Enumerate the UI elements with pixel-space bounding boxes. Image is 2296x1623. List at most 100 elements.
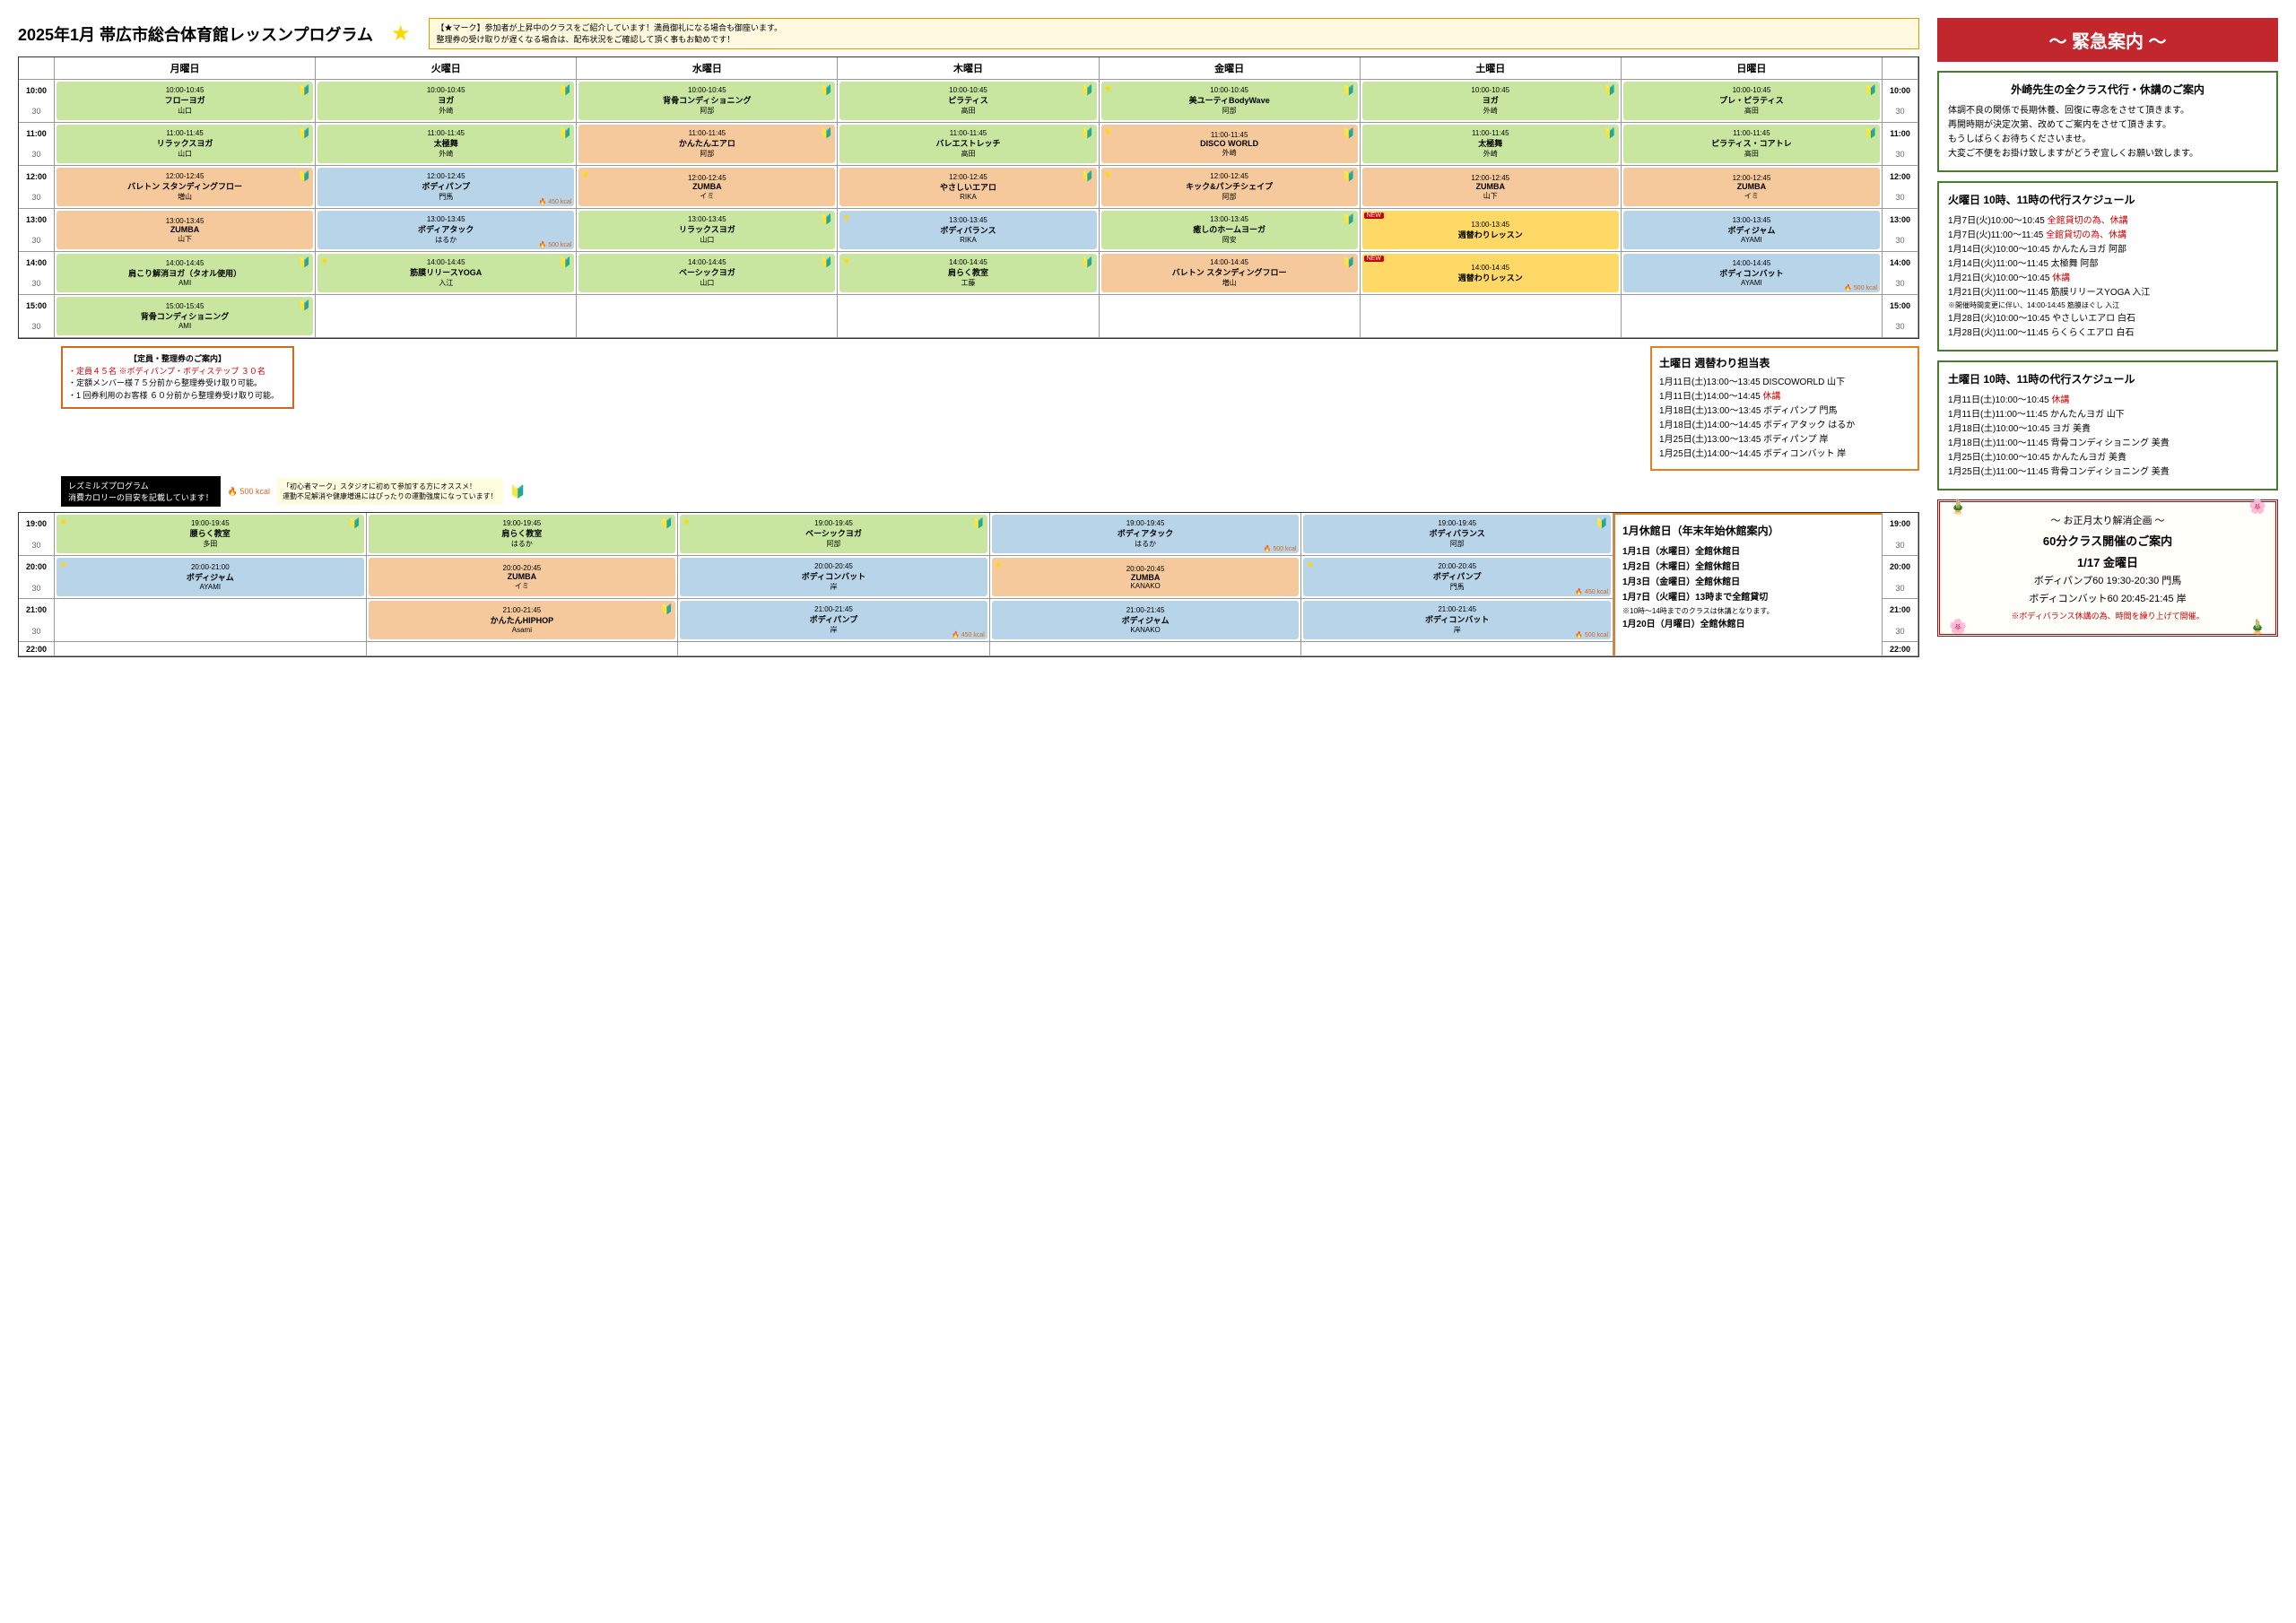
class-box: 12:00-12:45キック&パンチシェイプ阿部🔰★ [1101, 168, 1358, 206]
class-box: 13:00-13:45ボディバランスRIKA★ [839, 211, 1096, 249]
beginner-icon: 🔰 [821, 127, 833, 139]
star-icon: ★ [320, 256, 328, 266]
day-wed: 水曜日 [577, 57, 838, 80]
class-box: 10:00-10:45ヨガ外崎🔰 [1362, 82, 1619, 120]
class-box: 14:00-14:45肩らく教室工藤🔰★ [839, 254, 1096, 292]
beginner-icon: 🔰 [298, 299, 310, 311]
beginner-icon: 🔰 [1604, 84, 1616, 96]
class-box: 21:00-21:45ボディパンプ岸🔥 450 kcal [680, 601, 987, 639]
class-box: 21:00-21:45ボディジャムKANAKO [992, 601, 1300, 639]
star-icon: ★ [581, 170, 589, 180]
beginner-icon: 🔰 [560, 256, 572, 268]
class-box: 11:00-11:45バレエストレッチ高田🔰 [839, 125, 1096, 163]
class-box: 13:00-13:45癒しのホームヨーガ岡安🔰 [1101, 211, 1358, 249]
star-icon: ★ [391, 21, 411, 47]
class-box: 11:00-11:45太極舞外崎🔰 [317, 125, 574, 163]
emergency-banner: ～ 緊急案内 ～ [1937, 18, 2278, 62]
star-icon: ★ [59, 517, 67, 527]
kcal-text: 🔥 500 kcal [1575, 631, 1608, 638]
beginner-icon: 🔰 [1596, 517, 1608, 529]
kcal-label: 🔥 500 kcal [228, 487, 270, 497]
class-box: 11:00-11:45ピラティス・コアトレ高田🔰 [1623, 125, 1880, 163]
new-badge: NEW [1364, 256, 1384, 262]
class-box: 14:00-14:45ベーシックヨガ山口🔰 [578, 254, 835, 292]
notice-sotozaki: 外崎先生の全クラス代行・休講のご案内 体調不良の関係で長期休養、回復に専念をさせ… [1937, 71, 2278, 172]
star-icon: ★ [59, 560, 67, 570]
beginner-icon: 🔰 [1343, 256, 1355, 268]
beginner-icon: 🔰 [560, 127, 572, 139]
holiday-box: 1月休館日（年末年始休館案内）1月1日（水曜日）全館休館日1月2日（木曜日）全館… [1613, 513, 1883, 656]
star-icon: ★ [1104, 84, 1112, 94]
page-title: 2025年1月 帯広市総合体育館レッスンプログラム [18, 22, 373, 46]
class-box: 19:00-19:45ボディバランス阿部🔰 [1303, 515, 1611, 553]
class-box: 12:00-12:45やさしいエアロRIKA🔰 [839, 168, 1096, 206]
beginner-icon: 🔰 [1343, 127, 1355, 139]
class-box: 11:00-11:45DISCO WORLD外崎🔰★ [1101, 125, 1358, 163]
star-icon: ★ [1104, 170, 1112, 180]
saturday-rotation-box: 土曜日 週替わり担当表 1月11日(土)13:00～13:45 DISCOWOR… [1650, 346, 1919, 471]
class-box: 13:00-13:45週替わりレッスンNEW [1362, 211, 1619, 249]
day-thu: 木曜日 [838, 57, 1099, 80]
class-box: 10:00-10:45ヨガ外崎🔰 [317, 82, 574, 120]
legend-box: 【定員・整理券のご案内】 ・定員４５名 ※ボディパンプ・ボディステップ ３０名 … [61, 346, 294, 409]
class-box: 13:00-13:45ボディアタックはるか🔥 500 kcal [317, 211, 574, 249]
beginner-icon: 🔰 [1865, 127, 1877, 139]
day-tue: 火曜日 [316, 57, 577, 80]
beginner-icon: 🔰 [821, 84, 833, 96]
leaf-icon: 🔰 [510, 484, 526, 499]
beginner-icon: 🔰 [1082, 256, 1094, 268]
star-icon: ★ [842, 213, 850, 223]
beginner-icon: 🔰 [1865, 84, 1877, 96]
beginner-icon: 🔰 [1343, 170, 1355, 182]
newyear-box: 🎍 🌸 🌸 🎍 ～ お正月太り解消企画 ～ 60分クラス開催のご案内 1/17 … [1937, 499, 2278, 636]
class-box: 14:00-14:45肩こり解消ヨガ（タオル使用）AMI🔰 [57, 254, 313, 292]
class-box: 11:00-11:45かんたんエアロ阿部🔰 [578, 125, 835, 163]
class-box: 19:00-19:45腰らく教室多田🔰★ [57, 515, 364, 553]
beginner-icon: 🔰 [560, 84, 572, 96]
lesmills-note: レズミルズプログラム 消費カロリーの目安を記載しています！ [61, 476, 221, 507]
beginner-icon: 🔰 [1604, 127, 1616, 139]
class-box: 11:00-11:45太極舞外崎🔰 [1362, 125, 1619, 163]
class-box: 12:00-12:45ボディパンプ門馬🔥 450 kcal [317, 168, 574, 206]
class-box: 20:00-20:45ボディコンバット岸 [680, 558, 987, 596]
class-box: 19:00-19:45ボディアタックはるか🔥 500 kcal [992, 515, 1300, 553]
class-box: 20:00-20:45ボディパンプ門馬★🔥 450 kcal [1303, 558, 1611, 596]
notice-saturday: 土曜日 10時、11時の代行スケジュール 1月11日(土)10:00～10:45… [1937, 360, 2278, 490]
beginner-note: 「初心者マーク」スタジオに初めて参加する方にオススメ！ 運動不足解消や健康増進に… [277, 478, 503, 505]
class-box: 10:00-10:45フローヨガ山口🔰 [57, 82, 313, 120]
schedule-grid: 月曜日 火曜日 水曜日 木曜日 金曜日 土曜日 日曜日 10:003010:00… [18, 56, 1919, 339]
beginner-icon: 🔰 [660, 517, 673, 529]
evening-schedule-grid: 19:003019:00-19:45腰らく教室多田🔰★19:00-19:45肩ら… [18, 512, 1919, 657]
class-box: 20:00-20:45ZUMBAKANAKO★ [992, 558, 1300, 596]
notice-tuesday: 火曜日 10時、11時の代行スケジュール 1月7日(火)10:00～10:45 … [1937, 181, 2278, 352]
class-box: 19:00-19:45肩らく教室はるか🔰 [369, 515, 676, 553]
beginner-icon: 🔰 [298, 256, 310, 268]
day-sat: 土曜日 [1361, 57, 1622, 80]
class-box: 14:00-14:45筋膜リリースYOGA入江🔰★ [317, 254, 574, 292]
class-box: 13:00-13:45リラックスヨガ山口🔰 [578, 211, 835, 249]
beginner-icon: 🔰 [821, 256, 833, 268]
class-box: 12:00-12:45ZUMBA山下 [1362, 168, 1619, 206]
beginner-icon: 🔰 [1082, 170, 1094, 182]
class-box: 10:00-10:45ピラティス高田🔰 [839, 82, 1096, 120]
class-box: 10:00-10:45プレ・ピラティス高田🔰 [1623, 82, 1880, 120]
beginner-icon: 🔰 [660, 603, 673, 615]
class-box: 20:00-20:45ZUMBAイミ [369, 558, 676, 596]
kcal-text: 🔥 450 kcal [539, 198, 572, 205]
beginner-icon: 🔰 [298, 127, 310, 139]
day-mon: 月曜日 [55, 57, 316, 80]
kcal-text: 🔥 500 kcal [1264, 545, 1297, 552]
class-box: 21:00-21:45ボディコンバット岸🔥 500 kcal [1303, 601, 1611, 639]
class-box: 14:00-14:45週替わりレッスンNEW [1362, 254, 1619, 292]
beginner-icon: 🔰 [349, 517, 361, 529]
star-icon: ★ [683, 517, 691, 527]
class-box: 15:00-15:45背骨コンディショニングAMI🔰 [57, 297, 313, 335]
beginner-icon: 🔰 [1343, 213, 1355, 225]
class-box: 10:00-10:45背骨コンディショニング阿部🔰 [578, 82, 835, 120]
class-box: 19:00-19:45ベーシックヨガ阿部🔰★ [680, 515, 987, 553]
star-icon: ★ [1306, 560, 1314, 570]
class-box: 21:00-21:45かんたんHIPHOPAsami🔰 [369, 601, 676, 639]
kcal-text: 🔥 450 kcal [952, 631, 985, 638]
new-badge: NEW [1364, 213, 1384, 219]
header-notice: 【★マーク】参加者が上昇中のクラスをご紹介しています！満員御礼になる場合も御座い… [429, 18, 1920, 49]
